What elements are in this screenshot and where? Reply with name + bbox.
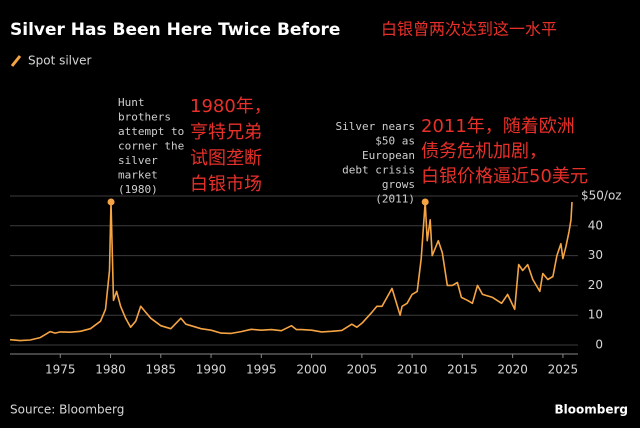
annotation-line: market bbox=[118, 169, 158, 182]
annotation-line: Silver nears bbox=[336, 120, 415, 133]
source: Source: Bloomberg bbox=[10, 403, 124, 417]
peak-dot bbox=[107, 198, 115, 206]
annotation-translation: 债务危机加剧， bbox=[421, 141, 547, 162]
annotation-translation: 白银市场 bbox=[190, 174, 262, 195]
annotation-line: attempt to bbox=[118, 125, 184, 138]
x-tick-label: 1975 bbox=[45, 363, 76, 377]
annotation-translation: 1980年， bbox=[190, 96, 272, 117]
x-tick-label: 2005 bbox=[347, 363, 378, 377]
annotation-translation: 白银价格逼近50美元 bbox=[421, 166, 588, 187]
peak-dot bbox=[421, 198, 429, 206]
y-tick-label: 40 bbox=[588, 218, 603, 232]
series-line bbox=[9, 201, 573, 342]
x-tick-label: 1995 bbox=[246, 363, 277, 377]
annotation-line: European bbox=[362, 149, 415, 162]
x-tick-label: 1985 bbox=[146, 363, 177, 377]
annotation-translation: 2011年，随着欧洲 bbox=[421, 116, 575, 137]
legend-swatch bbox=[10, 55, 22, 67]
annotation-line: (2011) bbox=[375, 193, 415, 206]
annotation-line: Hunt bbox=[118, 96, 145, 109]
y-tick-label: $50/oz bbox=[581, 189, 622, 203]
x-tick-label: 1990 bbox=[196, 363, 227, 377]
annotation-line: grows bbox=[382, 178, 415, 191]
annotation-line: (1980) bbox=[118, 183, 158, 196]
x-tick-label: 2000 bbox=[296, 363, 327, 377]
x-tick-label: 2015 bbox=[447, 363, 478, 377]
y-tick-label: 20 bbox=[588, 278, 603, 292]
annotation-line: corner the bbox=[118, 140, 184, 153]
brand: Bloomberg bbox=[555, 403, 629, 417]
x-tick-label: 2010 bbox=[397, 363, 428, 377]
annotation-translation: 试图垄断 bbox=[190, 148, 262, 169]
chart-title: Silver Has Been Here Twice Before bbox=[10, 20, 340, 40]
annotation-line: brothers bbox=[118, 111, 171, 124]
x-tick-label: 2025 bbox=[548, 363, 579, 377]
annotation-line: silver bbox=[118, 154, 158, 167]
annotation-line: debt crisis bbox=[342, 164, 415, 177]
x-tick-label: 1980 bbox=[95, 363, 126, 377]
annotation-translation: 亨特兄弟 bbox=[190, 122, 262, 143]
legend-label: Spot silver bbox=[28, 54, 92, 68]
chart-subtitle: 白银曾两次达到这一水平 bbox=[381, 20, 557, 39]
y-tick-label: 10 bbox=[588, 308, 603, 322]
y-tick-label: 30 bbox=[588, 248, 603, 262]
y-tick-label: 0 bbox=[595, 338, 603, 352]
x-tick-label: 2020 bbox=[497, 363, 528, 377]
annotation-line: $50 as bbox=[375, 135, 415, 148]
